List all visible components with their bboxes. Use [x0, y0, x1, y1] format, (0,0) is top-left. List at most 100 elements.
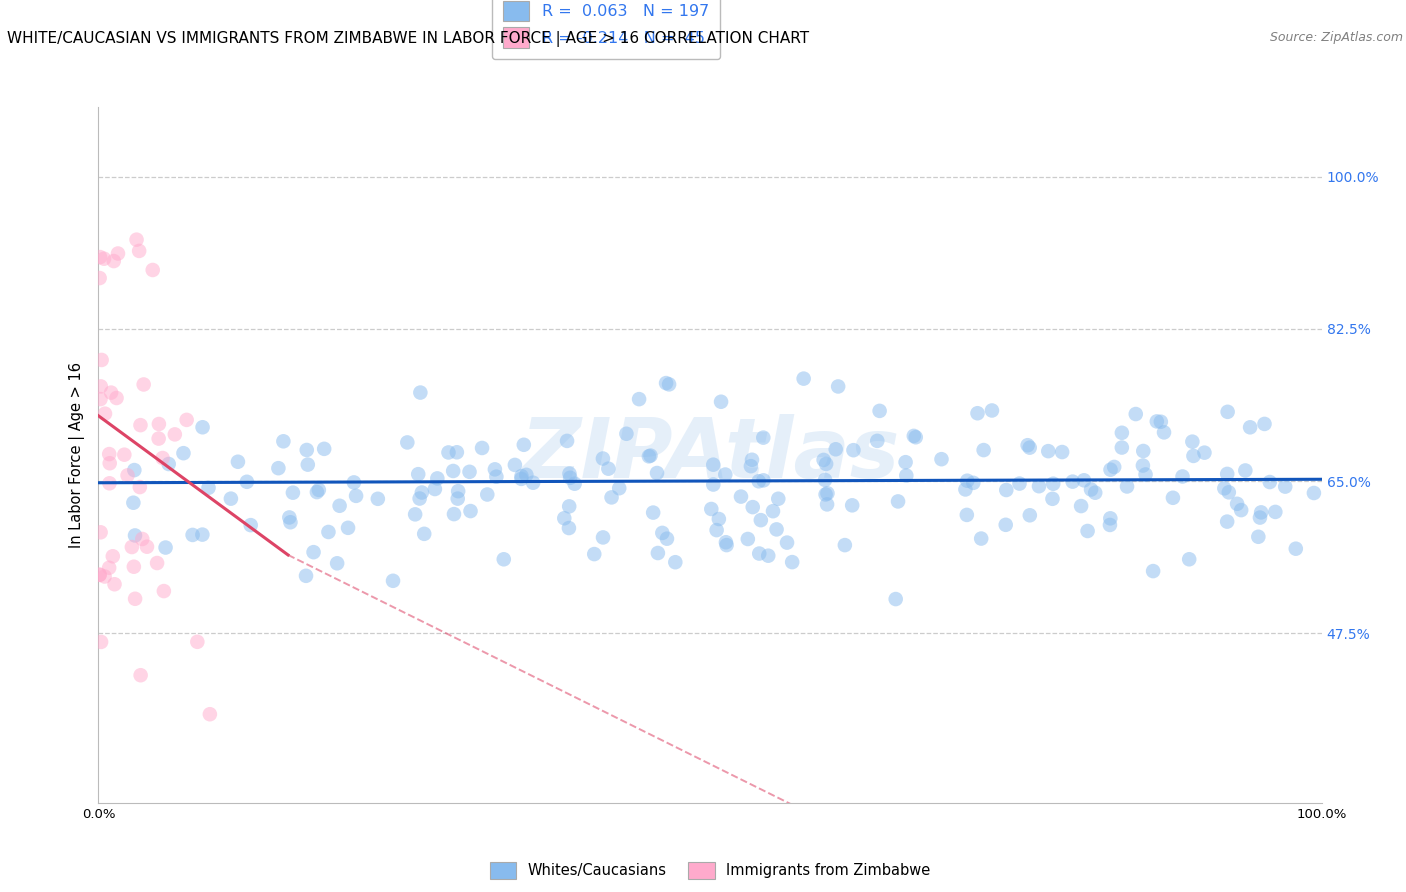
Point [90, 353, 112, 368]
Point [447, 491, 470, 506]
Point [1135, 467, 1157, 482]
Point [155, 541, 177, 555]
Point [598, 461, 620, 475]
Point [1070, 499, 1092, 513]
Point [1017, 438, 1039, 452]
Point [423, 482, 446, 496]
Point [931, 452, 953, 467]
Point [1142, 564, 1164, 578]
Point [128, 480, 150, 494]
Point [128, 244, 150, 258]
Point [813, 453, 835, 467]
Point [136, 540, 159, 554]
Point [714, 535, 737, 549]
Point [1018, 441, 1040, 455]
Point [314, 442, 336, 456]
Text: ZIPAtlas: ZIPAtlas [520, 415, 900, 495]
Point [655, 376, 678, 390]
Text: WHITE/CAUCASIAN VS IMMIGRANTS FROM ZIMBABWE IN LABOR FORCE | AGE > 16 CORRELATIO: WHITE/CAUCASIAN VS IMMIGRANTS FROM ZIMBA… [7, 31, 810, 47]
Point [176, 413, 198, 427]
Point [981, 403, 1004, 417]
Point [318, 524, 340, 539]
Point [121, 540, 143, 554]
Point [616, 426, 638, 441]
Point [628, 392, 651, 406]
Legend: Whites/Caucasians, Immigrants from Zimbabwe: Whites/Caucasians, Immigrants from Zimba… [482, 855, 938, 886]
Point [956, 474, 979, 488]
Point [824, 442, 846, 457]
Point [1274, 480, 1296, 494]
Point [651, 525, 673, 540]
Point [89, 271, 111, 285]
Point [817, 486, 839, 500]
Point [197, 481, 219, 495]
Point [122, 559, 145, 574]
Point [1125, 407, 1147, 421]
Point [181, 528, 204, 542]
Point [564, 476, 586, 491]
Point [1285, 541, 1308, 556]
Point [295, 442, 318, 457]
Point [90, 379, 112, 393]
Point [1150, 415, 1173, 429]
Point [776, 535, 799, 549]
Point [793, 371, 815, 385]
Point [714, 467, 737, 482]
Point [101, 549, 124, 564]
Point [198, 707, 221, 722]
Point [1239, 420, 1261, 434]
Point [1146, 414, 1168, 428]
Point [702, 477, 724, 491]
Point [329, 499, 352, 513]
Point [1161, 491, 1184, 505]
Point [124, 591, 146, 606]
Point [1062, 475, 1084, 489]
Point [98, 447, 121, 461]
Point [344, 489, 367, 503]
Point [955, 483, 977, 497]
Point [638, 450, 661, 464]
Point [157, 457, 180, 471]
Point [903, 429, 925, 443]
Point [305, 485, 328, 500]
Point [273, 434, 295, 449]
Point [741, 500, 763, 515]
Point [962, 475, 984, 490]
Point [583, 547, 606, 561]
Point [995, 483, 1018, 497]
Point [1216, 467, 1239, 481]
Point [555, 434, 578, 448]
Point [443, 507, 465, 521]
Point [1008, 476, 1031, 491]
Point [1258, 475, 1281, 489]
Point [1098, 517, 1121, 532]
Point [105, 391, 128, 405]
Point [1153, 425, 1175, 440]
Point [98, 561, 121, 575]
Point [191, 527, 214, 541]
Point [98, 476, 121, 491]
Point [1018, 508, 1040, 523]
Point [302, 545, 325, 559]
Point [1302, 486, 1324, 500]
Point [1084, 485, 1107, 500]
Point [1234, 463, 1257, 477]
Point [756, 549, 779, 563]
Point [510, 472, 533, 486]
Point [441, 464, 464, 478]
Point [513, 438, 536, 452]
Point [484, 462, 506, 476]
Point [186, 635, 208, 649]
Point [1116, 479, 1139, 493]
Point [1218, 485, 1240, 500]
Point [752, 431, 775, 445]
Point [281, 485, 304, 500]
Point [458, 465, 481, 479]
Point [884, 592, 907, 607]
Point [404, 508, 426, 522]
Point [129, 418, 152, 433]
Point [503, 458, 526, 472]
Point [295, 569, 318, 583]
Point [560, 471, 582, 485]
Point [117, 468, 139, 483]
